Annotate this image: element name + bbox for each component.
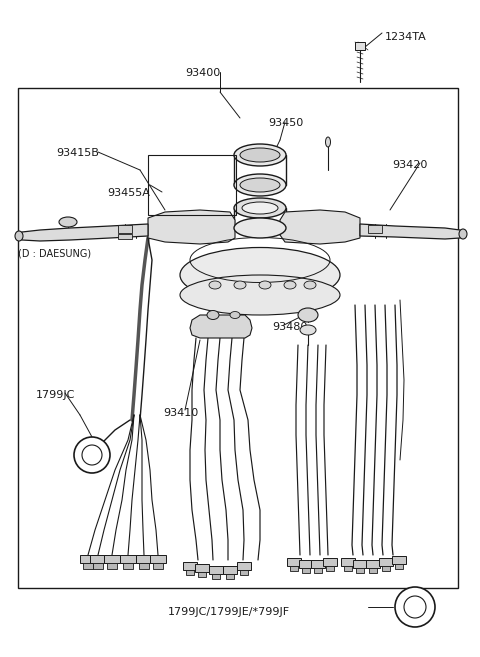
Text: (D : DAESUNG): (D : DAESUNG) [18, 248, 91, 258]
Polygon shape [360, 224, 464, 239]
Text: 93400: 93400 [185, 68, 220, 78]
Bar [80, 555, 96, 563]
Circle shape [74, 437, 110, 473]
Bar [186, 570, 194, 575]
Polygon shape [148, 210, 235, 244]
Bar [183, 562, 197, 570]
Bar [212, 574, 220, 579]
Bar [341, 558, 355, 566]
Bar [344, 566, 352, 571]
Circle shape [395, 587, 435, 627]
Circle shape [404, 596, 426, 618]
Ellipse shape [242, 202, 278, 214]
Bar [118, 225, 132, 233]
Bar [366, 560, 380, 568]
Bar [314, 568, 322, 573]
Polygon shape [190, 315, 252, 338]
Ellipse shape [234, 198, 286, 218]
Text: 1799JC/1799JE/*799JF: 1799JC/1799JE/*799JF [168, 607, 290, 617]
Ellipse shape [234, 174, 286, 196]
Ellipse shape [325, 137, 331, 147]
Ellipse shape [298, 308, 318, 322]
Bar [355, 42, 365, 50]
Bar [382, 566, 390, 571]
Bar [299, 560, 313, 568]
Bar [240, 570, 248, 575]
Text: 93480: 93480 [272, 322, 307, 332]
Bar [18, 88, 458, 588]
Bar [369, 568, 377, 573]
Text: 1799JC: 1799JC [36, 390, 75, 400]
Bar [287, 558, 301, 566]
Bar [93, 563, 103, 569]
Bar [139, 563, 149, 569]
Ellipse shape [234, 281, 246, 289]
Bar [107, 563, 117, 569]
Bar [323, 558, 337, 566]
Bar [83, 563, 93, 569]
Bar [237, 562, 251, 570]
Text: 93455A: 93455A [107, 188, 150, 198]
Text: 93410: 93410 [163, 408, 198, 418]
Text: 93450: 93450 [268, 118, 303, 128]
Bar [311, 560, 325, 568]
Bar [123, 563, 133, 569]
Ellipse shape [284, 281, 296, 289]
Bar [356, 568, 364, 573]
Ellipse shape [304, 281, 316, 289]
Ellipse shape [59, 217, 77, 227]
Ellipse shape [180, 275, 340, 315]
Ellipse shape [207, 311, 219, 319]
Bar [136, 555, 152, 563]
Bar [353, 560, 367, 568]
Text: 93420: 93420 [392, 160, 427, 170]
Ellipse shape [230, 311, 240, 319]
Bar [368, 225, 382, 233]
Ellipse shape [15, 231, 23, 241]
Bar [198, 572, 206, 577]
Ellipse shape [180, 248, 340, 302]
Bar [392, 556, 406, 564]
Bar [223, 566, 237, 574]
Ellipse shape [459, 229, 467, 239]
Bar [379, 558, 393, 566]
Bar [90, 555, 106, 563]
Polygon shape [280, 210, 360, 244]
Bar [302, 568, 310, 573]
Ellipse shape [234, 218, 286, 238]
Polygon shape [18, 224, 148, 241]
Bar [226, 574, 234, 579]
Bar [209, 566, 223, 574]
Bar [120, 555, 136, 563]
Bar [118, 234, 132, 239]
Ellipse shape [240, 148, 280, 162]
Ellipse shape [240, 178, 280, 192]
Bar [148, 155, 236, 215]
Text: 1234TA: 1234TA [385, 32, 427, 42]
Circle shape [82, 445, 102, 465]
Ellipse shape [209, 281, 221, 289]
Ellipse shape [259, 281, 271, 289]
Text: 93415B: 93415B [56, 148, 99, 158]
Bar [150, 555, 166, 563]
Ellipse shape [300, 325, 316, 335]
Bar [395, 564, 403, 569]
Bar [195, 564, 209, 572]
Ellipse shape [234, 144, 286, 166]
Bar [104, 555, 120, 563]
Bar [290, 566, 298, 571]
Bar [326, 566, 334, 571]
Bar [153, 563, 163, 569]
